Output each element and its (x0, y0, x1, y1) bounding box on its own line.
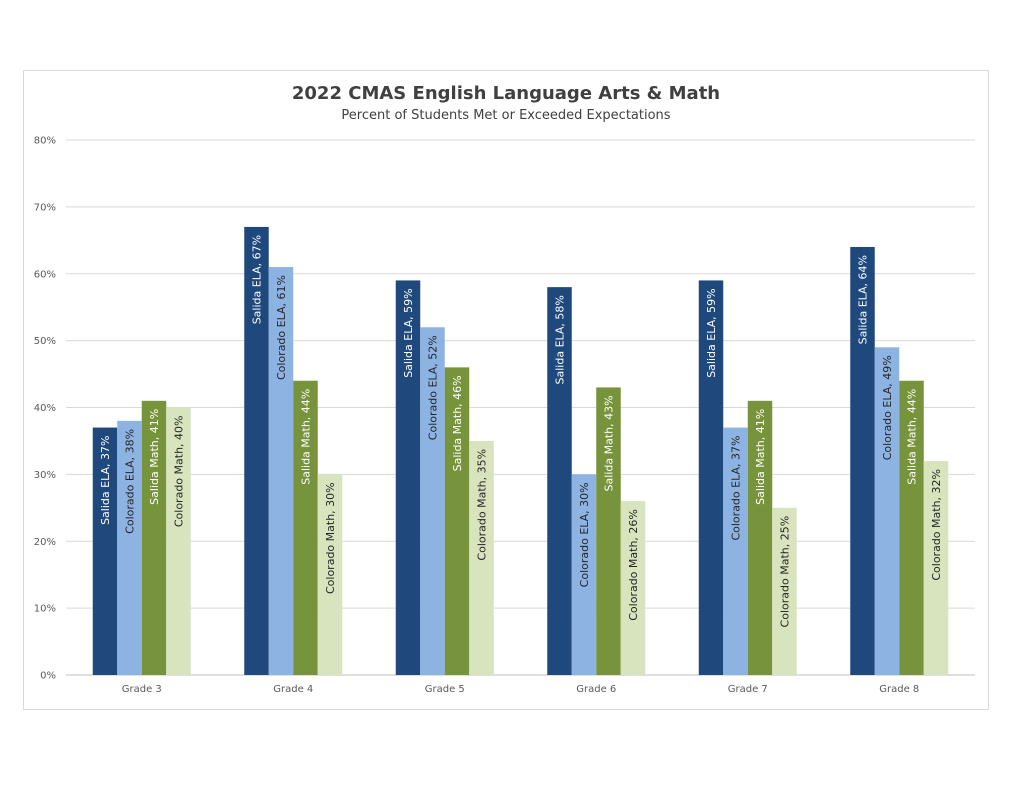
bar-colorado-ela-grade-5 (420, 327, 445, 675)
bar-salida-math-grade-4 (293, 380, 318, 675)
bar-colorado-math-grade-4 (317, 474, 343, 675)
bar-colorado-ela-grade-6 (571, 474, 597, 675)
y-tick-label: 70% (34, 202, 56, 213)
data-label: Salida Math, 44% (300, 389, 313, 485)
bar-colorado-ela-grade-7 (723, 427, 748, 675)
data-label: Salida ELA, 58% (554, 295, 567, 384)
bar-salida-math-grade-7 (747, 400, 773, 675)
bar-colorado-math-grade-3 (166, 407, 191, 675)
bar-salida-math-grade-8 (899, 380, 924, 675)
y-tick-label: 30% (34, 470, 56, 481)
x-category-label: Grade 5 (425, 684, 465, 695)
gridlines (66, 139, 975, 676)
bar-colorado-math-grade-6 (620, 501, 646, 675)
x-category-label: Grade 6 (576, 684, 616, 695)
data-label: Colorado ELA, 61% (275, 275, 288, 380)
y-tick-label: 40% (34, 403, 56, 414)
data-label: Salida Math, 46% (451, 375, 464, 471)
data-label: Salida Math, 43% (603, 395, 616, 491)
bar-salida-math-grade-6 (596, 387, 621, 675)
y-tick-label: 50% (34, 336, 56, 347)
y-tick-label: 60% (34, 269, 56, 280)
data-label: Colorado Math, 25% (779, 516, 792, 628)
data-label: Colorado ELA, 38% (124, 429, 137, 534)
bar-colorado-ela-grade-3 (117, 420, 142, 675)
data-label: Colorado ELA, 49% (881, 355, 894, 460)
data-label: Colorado Math, 40% (173, 416, 186, 528)
data-label: Salida ELA, 59% (705, 288, 718, 377)
data-label: Salida Math, 44% (906, 389, 919, 485)
x-category-label: Grade 8 (879, 684, 919, 695)
bar-colorado-ela-grade-8 (874, 347, 900, 675)
data-label: Colorado ELA, 30% (578, 482, 591, 587)
bars (92, 226, 949, 675)
bar-salida-ela-grade-5 (395, 280, 421, 675)
data-label: Salida Math, 41% (754, 409, 767, 505)
bar-salida-math-grade-3 (141, 400, 167, 675)
bar-salida-math-grade-5 (444, 367, 470, 675)
x-category-label: Grade 7 (728, 684, 768, 695)
data-label: Colorado Math, 35% (476, 449, 489, 561)
data-label: Colorado Math, 26% (627, 509, 640, 621)
bar-salida-ela-grade-3 (92, 427, 118, 675)
chart-title: 2022 CMAS English Language Arts & Math (292, 83, 720, 104)
y-tick-label: 80% (34, 136, 56, 147)
x-category-label: Grade 4 (273, 684, 313, 695)
data-label: Colorado Math, 30% (324, 482, 337, 594)
y-tick-label: 20% (34, 537, 56, 548)
data-label: Salida Math, 41% (148, 409, 161, 505)
data-label: Colorado ELA, 52% (427, 335, 440, 440)
bar-salida-ela-grade-4 (244, 226, 269, 675)
data-labels: Salida ELA, 37% Colorado ELA, 38% Salida M… (99, 235, 943, 628)
bar-salida-ela-grade-8 (850, 247, 875, 675)
bar-colorado-math-grade-5 (469, 440, 494, 675)
data-label: Salida ELA, 67% (251, 235, 264, 324)
data-label: Salida ELA, 64% (857, 255, 870, 344)
bar-colorado-math-grade-8 (923, 461, 949, 675)
data-label: Salida ELA, 59% (402, 288, 415, 377)
data-label: Colorado ELA, 37% (730, 436, 743, 541)
chart-subtitle: Percent of Students Met or Exceeded Expe… (341, 108, 670, 123)
x-category-label: Grade 3 (122, 684, 162, 695)
bar-salida-ela-grade-6 (547, 287, 572, 675)
bar-salida-ela-grade-7 (698, 280, 724, 675)
data-label: Salida ELA, 37% (99, 436, 112, 525)
y-axis-ticks: 0% 10% 20% 30% 40% 50% 60% 70% 80% (34, 136, 56, 682)
data-label: Colorado Math, 32% (930, 469, 943, 581)
x-axis-categories: Grade 3 Grade 4 Grade 5 Grade 6 Grade 7 Grade… (122, 684, 920, 695)
bar-colorado-ela-grade-4 (268, 267, 294, 675)
bar-colorado-math-grade-7 (772, 507, 797, 675)
y-tick-label: 0% (40, 671, 56, 682)
y-tick-label: 10% (34, 604, 56, 615)
